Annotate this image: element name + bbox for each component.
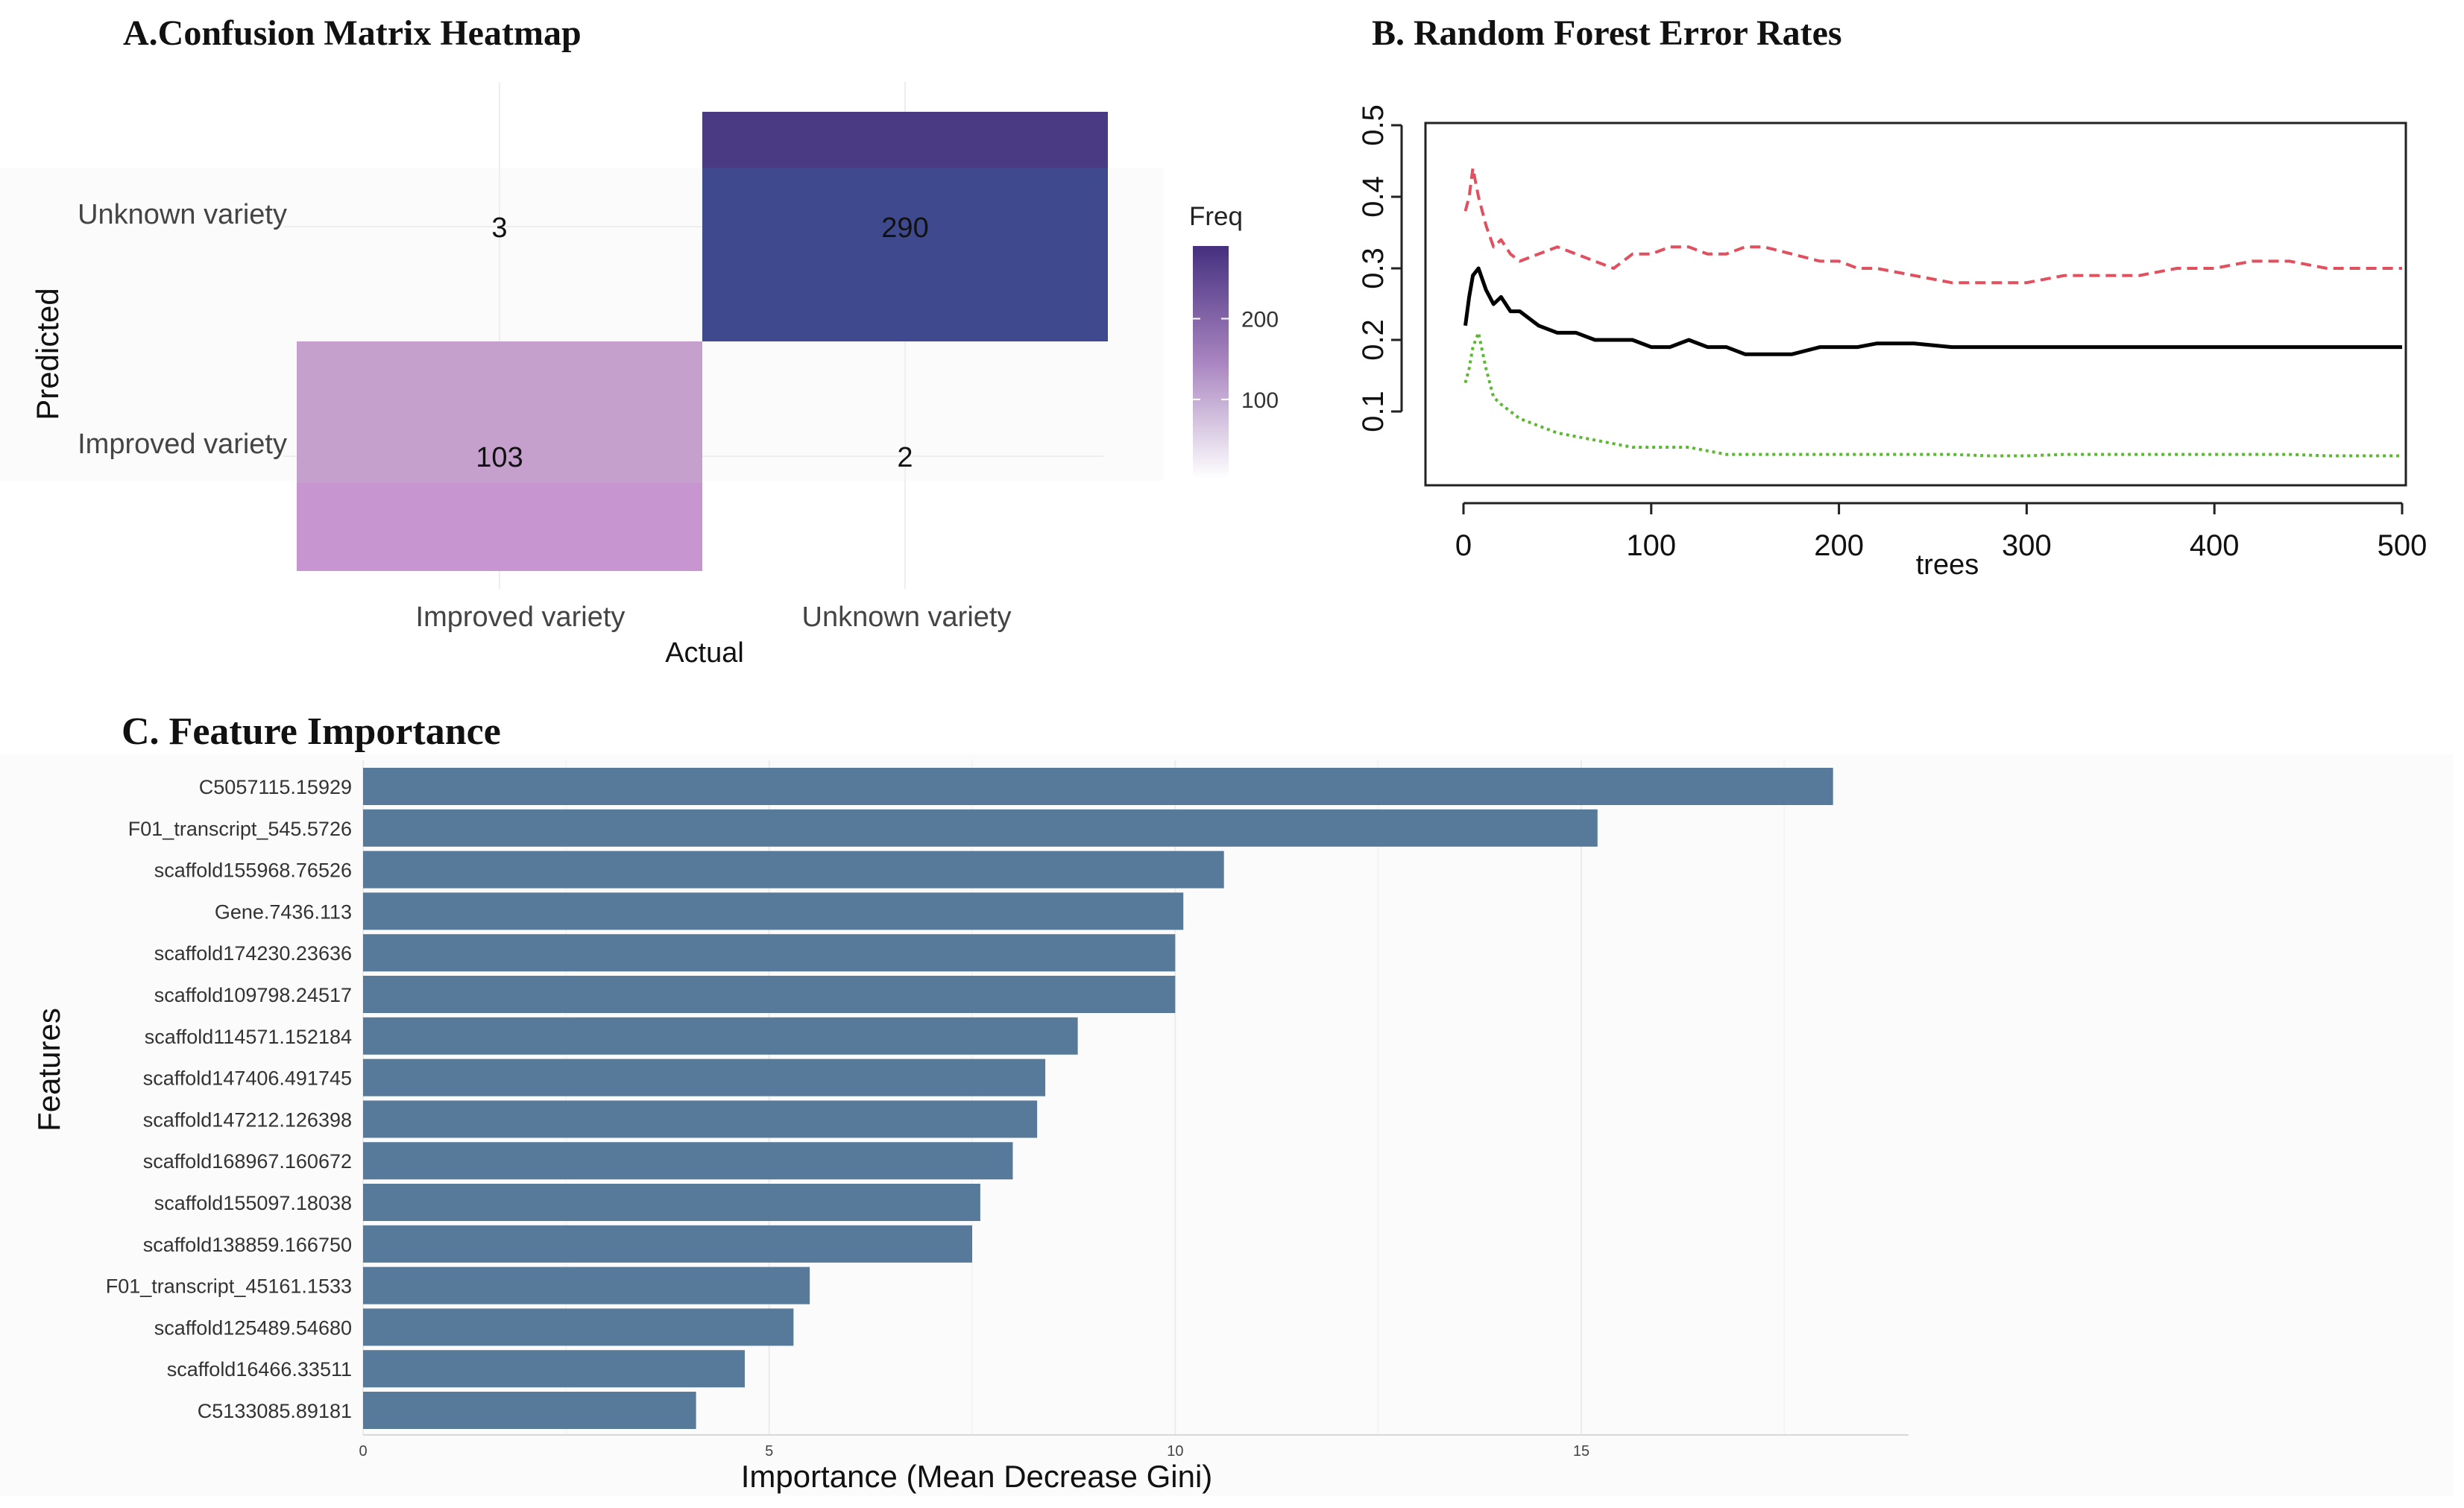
error-x-label: trees — [1916, 549, 1979, 581]
importance-category-label: scaffold138859.166750 — [143, 1234, 352, 1256]
importance-bar — [363, 1308, 794, 1346]
importance-category-label: C5133085.89181 — [198, 1400, 352, 1422]
legend-tick-label: 200 — [1241, 308, 1279, 332]
importance-bar — [363, 1266, 810, 1304]
heatmap-cell-label: 290 — [881, 212, 928, 244]
importance-category-labels: C5057115.15929 F01_transcript_545.5726sca… — [106, 776, 352, 1422]
importance-bar — [363, 1100, 1038, 1138]
heatmap-cells — [297, 112, 1108, 571]
heatmap-x-tick-label: Unknown variety — [802, 602, 1012, 633]
importance-x-tick-label: 5 — [765, 1443, 773, 1460]
importance-bar — [363, 976, 1176, 1013]
heatmap-y-label: Predicted — [30, 288, 65, 420]
heatmap-cell-label: 103 — [476, 442, 523, 473]
heatmap-x-label: Actual — [665, 637, 744, 669]
importance-category-label: Gene.7436.113 — [215, 900, 352, 923]
heatmap-cell-labels: 3 290 103 2 — [476, 212, 928, 473]
heatmap-tick-labels: Improved variety Unknown variety Improved … — [78, 199, 1011, 633]
importance-x-tick-label: 0 — [359, 1443, 367, 1460]
heatmap-cell-label: 3 — [491, 212, 507, 244]
error-series-line — [1463, 331, 2402, 458]
heatmap-cell-highlight — [702, 112, 1108, 168]
importance-category-label: scaffold109798.24517 — [154, 984, 352, 1006]
importance-bar — [363, 1184, 980, 1221]
importance-category-label: F01_transcript_45161.1533 — [106, 1275, 352, 1298]
panel-c-title: C. Feature Importance — [122, 710, 501, 753]
error-x-tick-label: 100 — [1626, 529, 1676, 562]
importance-y-label: Features — [31, 1008, 66, 1132]
heatmap-cell-label: 2 — [897, 442, 913, 473]
legend-colorbar — [1193, 246, 1229, 479]
heatmap-cell-highlight — [297, 483, 702, 571]
importance-x-tick-label: 10 — [1167, 1443, 1183, 1460]
importance-category-label: scaffold125489.54680 — [154, 1316, 352, 1339]
importance-bar — [363, 1142, 1013, 1180]
error-y-tick-label: 0.1 — [1357, 391, 1390, 432]
panel-c: C. Feature Importance C5057115.15929 F01_… — [0, 710, 2453, 1496]
importance-x-label: Importance (Mean Decrease Gini) — [741, 1459, 1213, 1494]
error-plot-frame — [1424, 122, 2407, 487]
legend-title: Freq — [1189, 202, 1243, 231]
importance-tick-labels: 0 5 10 15 — [359, 1443, 1589, 1460]
importance-category-label: scaffold147406.491745 — [143, 1067, 352, 1090]
panel-a-title: A.Confusion Matrix Heatmap — [123, 13, 582, 53]
importance-bar — [363, 1225, 972, 1263]
heatmap-legend: Freq 100 200 — [1189, 202, 1279, 479]
panel-b: B. Random Forest Error Rates 0 100 200 300 4… — [1357, 13, 2427, 581]
error-y-tick-label: 0.5 — [1357, 104, 1390, 146]
importance-bar — [363, 892, 1184, 930]
importance-bar — [363, 934, 1176, 972]
panel-a: A.Confusion Matrix Heatmap 3 290 103 2 Impr… — [0, 13, 1279, 669]
legend-ticks: 100 200 — [1193, 308, 1279, 413]
importance-category-label: F01_transcript_545.5726 — [128, 818, 352, 840]
heatmap-x-tick-label: Improved variety — [416, 602, 626, 633]
importance-bar — [363, 851, 1224, 889]
importance-category-label: scaffold16466.33511 — [167, 1358, 352, 1381]
importance-bar — [363, 768, 1833, 805]
error-x-tick-label: 400 — [2190, 529, 2240, 562]
importance-x-tick-label: 15 — [1573, 1443, 1589, 1460]
importance-category-label: scaffold155097.18038 — [154, 1192, 352, 1214]
importance-bar — [363, 1392, 696, 1429]
panel-b-title: B. Random Forest Error Rates — [1372, 13, 1842, 53]
error-y-tick-label: 0.2 — [1357, 319, 1390, 361]
error-y-tick-label: 0.4 — [1357, 176, 1390, 218]
importance-category-label: C5057115.15929 — [199, 776, 352, 798]
legend-tick-label: 100 — [1241, 388, 1279, 413]
importance-category-label: scaffold168967.160672 — [143, 1150, 352, 1173]
importance-category-label: scaffold155968.76526 — [154, 859, 352, 882]
importance-bars — [363, 768, 1833, 1429]
importance-category-label: scaffold114571.152184 — [145, 1026, 352, 1048]
importance-bar — [363, 809, 1598, 847]
importance-category-label: scaffold147212.126398 — [143, 1108, 352, 1131]
importance-category-label: scaffold174230.23636 — [154, 942, 352, 965]
heatmap-y-tick-label: Unknown variety — [78, 199, 287, 230]
error-x-tick-label: 0 — [1455, 529, 1472, 562]
error-series-line — [1463, 266, 2402, 356]
error-x-tick-label: 500 — [2378, 529, 2427, 562]
error-plot-lines — [1463, 166, 2402, 458]
error-x-tick-label: 300 — [2002, 529, 2052, 562]
heatmap-y-tick-label: Improved variety — [78, 429, 287, 460]
importance-bar — [363, 1017, 1078, 1055]
error-x-tick-label: 200 — [1814, 529, 1864, 562]
importance-bar — [363, 1350, 745, 1388]
error-plot-axes: 0 100 200 300 400 500 0.1 0.2 0.3 0.4 0.5 — [1357, 104, 2427, 562]
importance-bar — [363, 1059, 1046, 1097]
error-y-tick-label: 0.3 — [1357, 247, 1390, 289]
